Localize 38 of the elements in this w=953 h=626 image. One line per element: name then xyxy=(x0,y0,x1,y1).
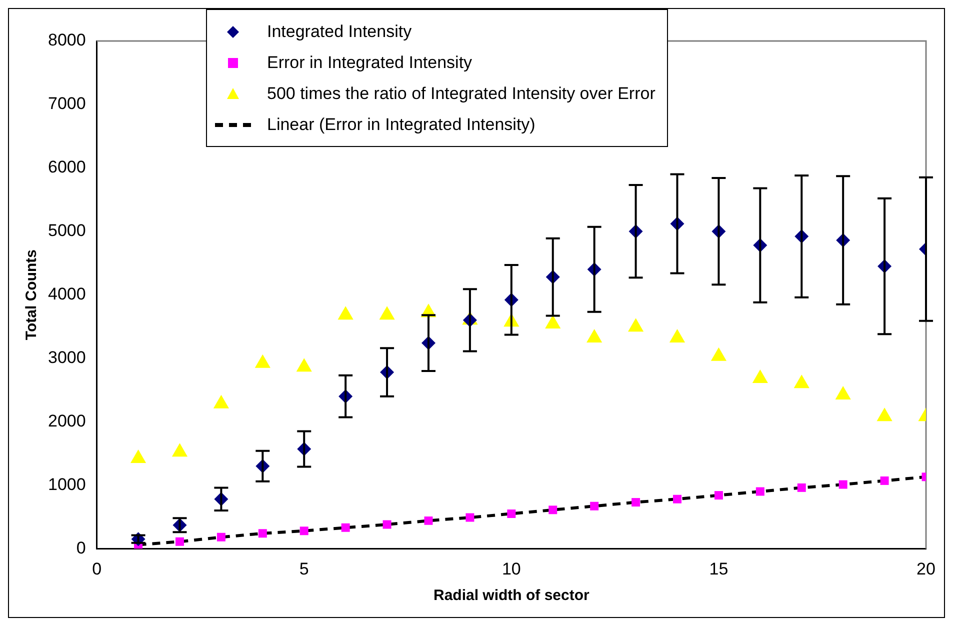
point xyxy=(175,537,184,546)
y-tick-label: 0 xyxy=(76,538,86,558)
point xyxy=(590,502,599,510)
x-tick-label: 15 xyxy=(709,559,728,578)
point xyxy=(756,487,764,496)
x-tick-label: 20 xyxy=(916,559,936,578)
point xyxy=(341,523,350,532)
legend-label: 500 times the ratio of Integrated Intensity over Error xyxy=(267,84,656,104)
y-tick-label: 7000 xyxy=(48,94,86,114)
x-tick-label: 5 xyxy=(299,559,309,578)
y-axis-title: Total Counts xyxy=(23,250,40,340)
x-tick-label: 10 xyxy=(502,559,521,578)
point xyxy=(507,509,516,518)
y-tick-label: 5000 xyxy=(48,221,86,240)
legend-label: Error in Integrated Intensity xyxy=(267,52,472,72)
y-tick-label: 6000 xyxy=(48,158,86,177)
point xyxy=(714,491,723,500)
legend-label: Linear (Error in Integrated Intensity) xyxy=(267,114,536,134)
y-tick-label: 4000 xyxy=(48,284,86,304)
point xyxy=(797,483,806,492)
point xyxy=(382,520,392,529)
point xyxy=(216,532,226,542)
point xyxy=(258,529,267,538)
point xyxy=(880,476,889,485)
point xyxy=(424,516,433,525)
x-tick-label: 0 xyxy=(92,559,102,578)
y-tick-label: 8000 xyxy=(48,30,86,50)
point xyxy=(673,494,682,504)
y-tick-label: 1000 xyxy=(48,474,86,494)
point xyxy=(838,480,848,489)
legend-label: Integrated Intensity xyxy=(267,22,412,42)
y-tick-label: 3000 xyxy=(48,348,86,367)
x-axis-title: Radial width of sector xyxy=(433,587,590,604)
point xyxy=(548,506,558,514)
point xyxy=(466,513,474,522)
point xyxy=(300,526,308,536)
point xyxy=(632,498,640,507)
y-tick-label: 2000 xyxy=(48,411,86,430)
